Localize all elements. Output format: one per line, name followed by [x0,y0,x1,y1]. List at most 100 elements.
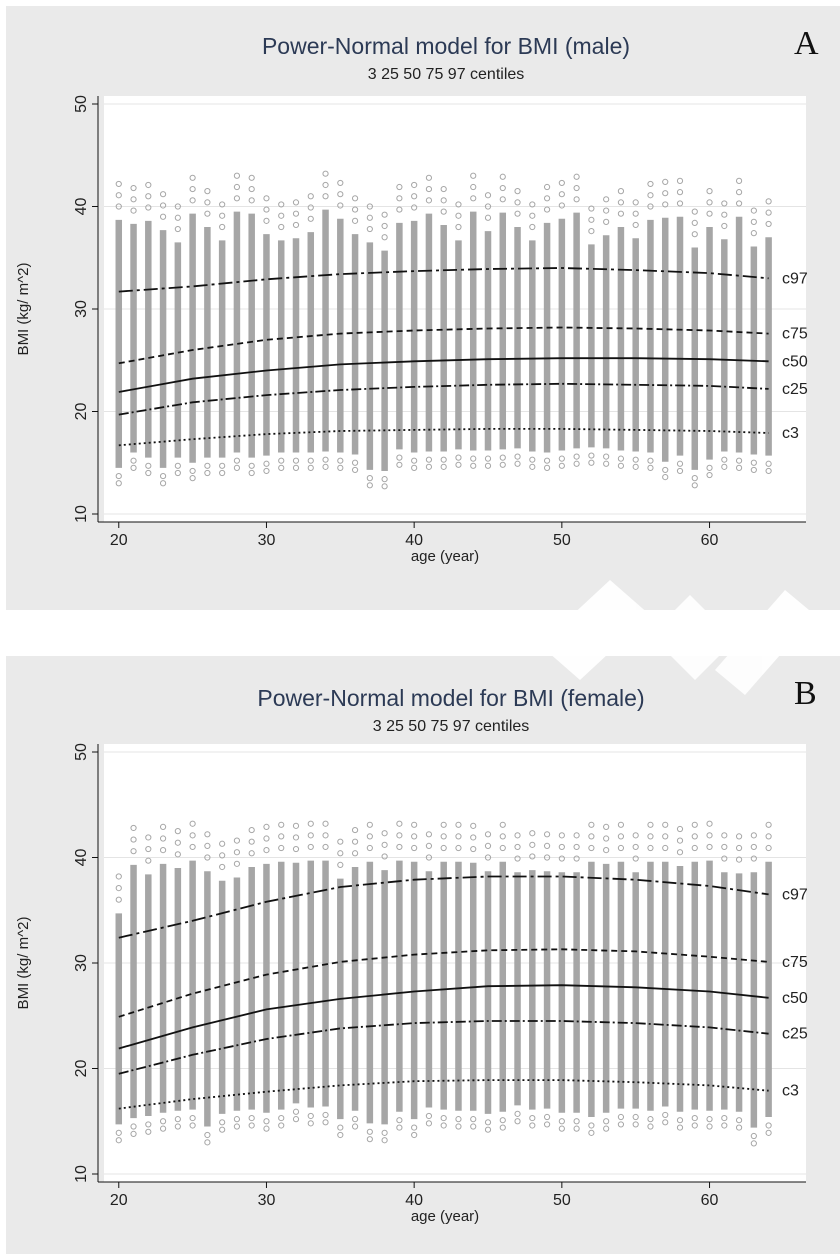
scatter-point [735,464,743,471]
scatter-column [277,821,285,1129]
scatter-point [278,212,285,219]
scatter-point [455,844,462,852]
scatter-point [337,1124,344,1131]
scatter-point [573,460,580,467]
scatter-point [588,1129,595,1136]
scatter-point [115,203,122,210]
scatter-point [721,211,728,218]
scatter-point [248,1114,255,1122]
scatter-point [750,466,757,474]
scatter-point [662,833,669,840]
scatter-point [558,1125,565,1132]
scatter-point [662,190,669,197]
scatter-point [174,851,181,858]
scatter-column [277,201,285,471]
scatter-point [647,1116,654,1123]
scatter-point [529,463,536,470]
scatter-point [676,189,684,196]
scatter-column [145,834,152,1135]
scatter-point [484,831,492,838]
scatter-point [411,1124,418,1131]
scatter-column [130,184,137,471]
centile-label-c3: c3 [782,425,799,442]
scatter-point [145,1121,152,1128]
scatter-point [396,843,403,851]
scatter-column [588,821,595,1136]
scatter-point [381,222,388,230]
scatter-point [204,831,211,838]
scatter-point [130,184,137,192]
scatter-point [233,837,241,844]
scatter-point [351,850,359,857]
scatter-point [455,223,462,231]
scatter-point [366,1136,373,1143]
scatter-point [337,838,344,845]
scatter-point [529,1114,536,1122]
scatter-point [130,1130,137,1138]
scatter-point [381,476,388,483]
scatter-column [573,832,580,1132]
scatter-point [115,1137,122,1144]
scatter-point [351,838,359,845]
scatter-point [278,223,285,231]
scatter-point [647,844,654,852]
scatter-point [543,195,551,202]
scatter-point [189,1114,196,1122]
scatter-point [706,199,713,206]
scatter-point [529,456,536,463]
scatter-column [159,191,167,487]
scatter-column [425,174,433,470]
scatter-point [219,469,226,477]
scatter-column [455,201,462,468]
scatter-point [558,202,565,209]
scatter-column [396,820,403,1131]
scatter-point [381,1137,388,1144]
scatter-point [233,172,241,179]
scatter-point [765,833,772,840]
scatter-point [558,179,565,187]
scatter-point [765,198,772,205]
scatter-point [219,863,226,871]
scatter-point [573,173,580,180]
scatter-point [721,200,728,207]
y-tick-label: 50 [73,743,90,761]
scatter-point [233,457,241,464]
scatter-point [159,472,167,480]
scatter-point [425,174,433,181]
scatter-point [322,463,329,470]
scatter-column [425,831,433,1127]
scatter-column [632,199,639,470]
scatter-point [396,195,403,202]
scatter-point [292,1108,300,1115]
scatter-point [145,834,152,841]
scatter-point [632,1113,639,1121]
scatter-point [484,214,492,221]
scatter-point [115,896,122,903]
scatter-point [735,1117,743,1124]
scatter-point [278,457,285,464]
scatter-point [632,1121,639,1128]
scatter-point [603,835,610,842]
scatter-point [676,837,684,844]
scatter-point [263,1125,270,1132]
scatter-point [455,212,462,219]
scatter-point [233,464,241,471]
scatter-point [662,201,669,208]
scatter-point [573,855,580,862]
scatter-point [307,843,314,851]
scatter-point [603,847,610,854]
scatter-point [322,843,329,851]
scatter-point [543,854,551,861]
scatter-point [558,455,565,462]
scatter-column [351,826,359,1130]
scatter-point [233,849,241,856]
scatter-point [617,1113,625,1121]
scatter-point [292,822,300,829]
scatter-point [470,183,477,191]
scatter-point [543,831,551,838]
scatter-point [706,1123,713,1130]
scatter-point [248,838,255,845]
scatter-point [440,463,447,470]
centile-label-c75: c75 [782,326,808,343]
scatter-point [219,1119,226,1126]
